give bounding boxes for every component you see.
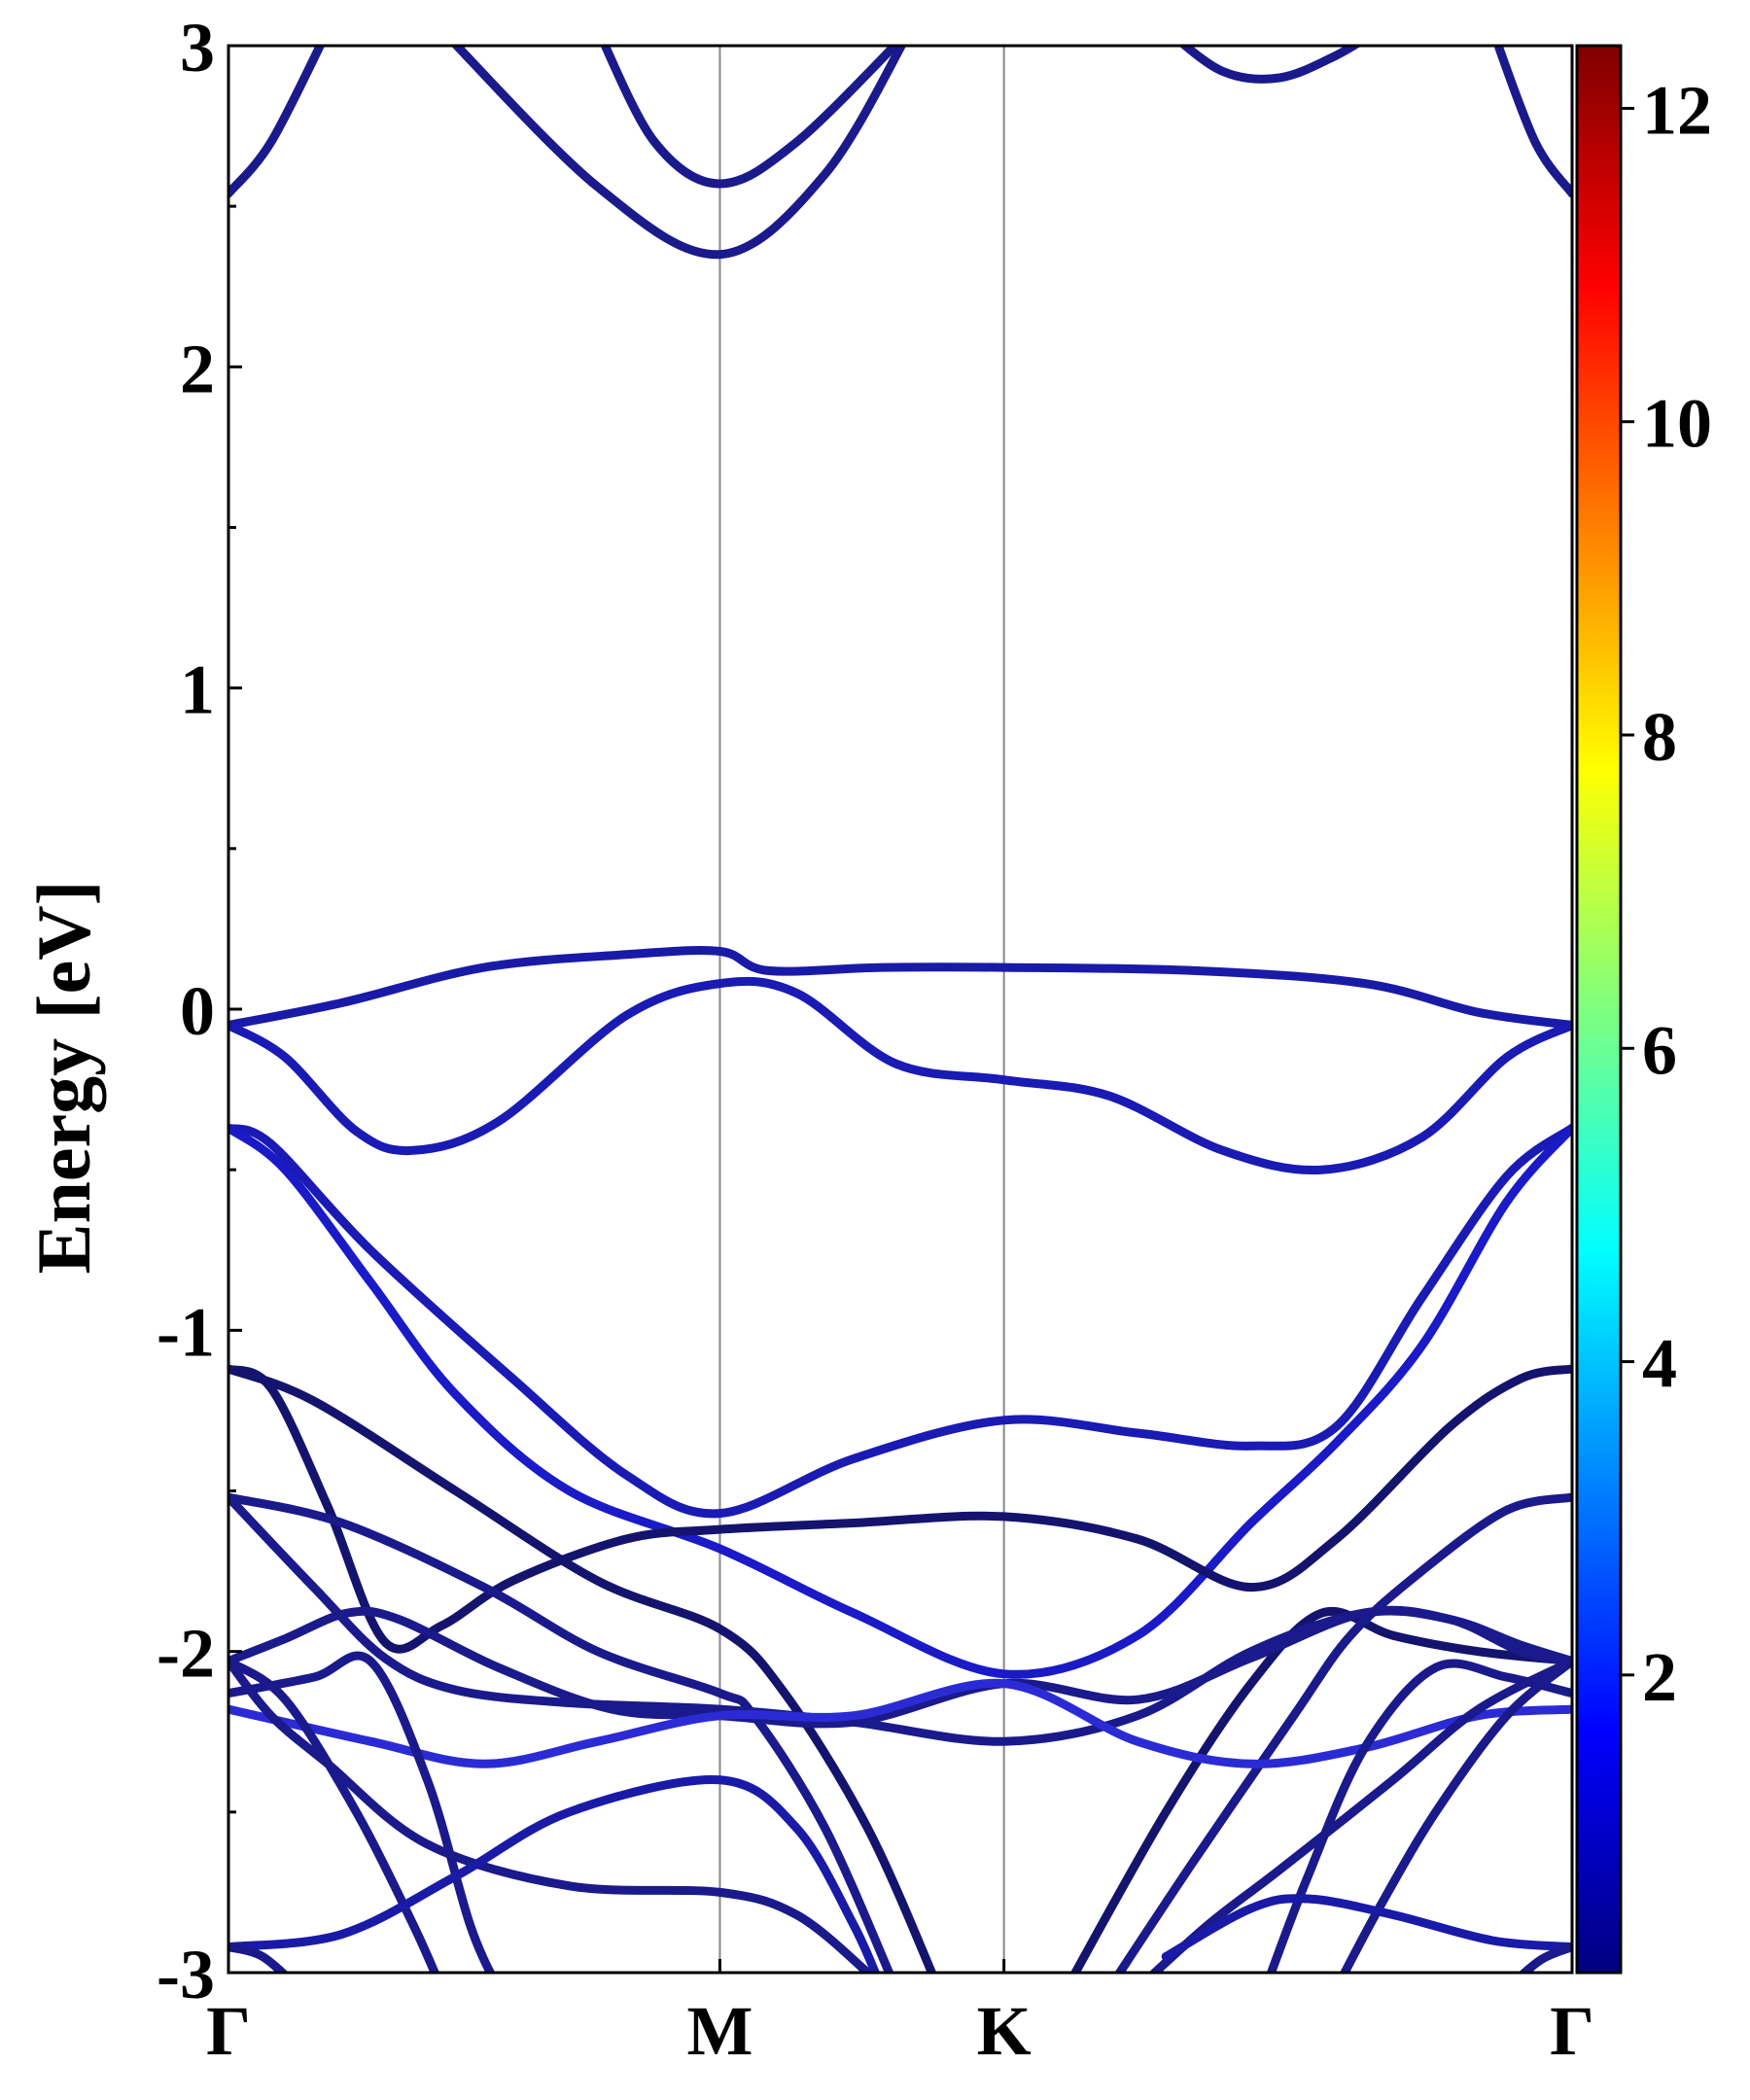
band-line-3 bbox=[1178, 46, 1362, 84]
x-tick-label-1: M bbox=[686, 1992, 752, 2070]
band-line-1 bbox=[450, 46, 907, 260]
band-line-8 bbox=[228, 1123, 1572, 1679]
band-line-15 bbox=[228, 1605, 1572, 1729]
band-lines bbox=[228, 46, 1572, 1973]
x-tick-label-2: K bbox=[977, 1992, 1032, 2070]
band-line-5 bbox=[228, 946, 1572, 1030]
band-line-0 bbox=[228, 46, 326, 198]
colorbar bbox=[1575, 44, 1623, 1975]
band-line-20 bbox=[228, 1775, 881, 1973]
band-line-17 bbox=[228, 1651, 496, 1973]
colorbar-tick-label-3: 8 bbox=[1642, 698, 1677, 776]
band-line-19 bbox=[228, 1657, 875, 1973]
colorbar-tick-label-4: 10 bbox=[1642, 385, 1712, 463]
colorbar-tick-label-0: 2 bbox=[1642, 1638, 1677, 1716]
y-tick-label-5: -2 bbox=[157, 1615, 215, 1693]
y-tick-label-4: -1 bbox=[157, 1293, 215, 1371]
band-line-25 bbox=[1161, 1894, 1572, 1961]
x-tick-label-0: Γ bbox=[206, 1992, 251, 2070]
band-line-4 bbox=[1493, 46, 1572, 198]
band-line-7 bbox=[228, 1123, 1572, 1519]
band-line-6 bbox=[228, 976, 1572, 1175]
band-line-26 bbox=[1518, 1942, 1572, 1973]
band-line-24 bbox=[1340, 1657, 1572, 1973]
band-line-16 bbox=[228, 1678, 1572, 1768]
k-point-separators bbox=[718, 46, 1005, 1973]
band-line-11 bbox=[228, 1364, 1572, 1654]
colorbar-ticks: 2 4 6 8 10 12 bbox=[1621, 71, 1712, 1716]
x-tick-label-3: Γ bbox=[1550, 1992, 1594, 2070]
y-tick-label-1: 2 bbox=[180, 330, 215, 407]
band-line-9 bbox=[228, 1364, 937, 1973]
y-tick-label-0: 3 bbox=[180, 9, 215, 87]
band-line-12 bbox=[228, 1492, 894, 1973]
colorbar-tick-label-2: 6 bbox=[1642, 1011, 1677, 1089]
y-tick-label-3: 0 bbox=[180, 972, 215, 1050]
band-line-13 bbox=[1114, 1492, 1572, 1973]
y-axis-ticks: 3 2 1 0 -1 -2 -3 bbox=[157, 9, 242, 2013]
band-line-2 bbox=[600, 46, 901, 189]
colorbar-tick-label-5: 12 bbox=[1642, 71, 1712, 149]
band-line-22 bbox=[1148, 1657, 1572, 1973]
band-line-21 bbox=[228, 1942, 290, 1973]
band-line-18 bbox=[228, 1657, 440, 1973]
y-tick-label-2: 1 bbox=[180, 651, 215, 729]
colorbar-tick-label-1: 4 bbox=[1642, 1325, 1677, 1403]
y-axis-title: Energy [eV] bbox=[21, 880, 106, 1274]
y-tick-label-6: -3 bbox=[157, 1936, 215, 2013]
